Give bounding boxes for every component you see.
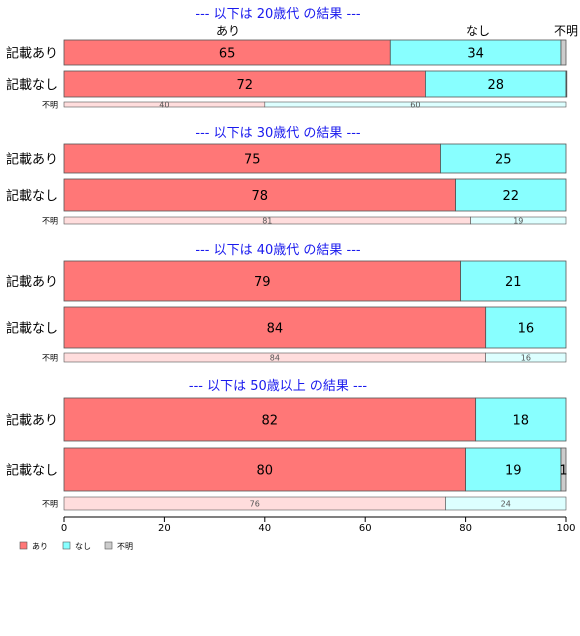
data-label: 16 [521, 354, 531, 363]
group-title: --- 以下は 50歳以上 の結果 --- [189, 379, 368, 394]
data-label: 82 [262, 414, 279, 429]
data-label: 79 [254, 275, 271, 290]
bar-segment-ari [63, 447, 467, 492]
bar-segment-nashi [485, 352, 567, 363]
data-label: 76 [250, 500, 260, 509]
data-label: 81 [262, 217, 272, 226]
x-tick-label: 100 [556, 523, 575, 534]
bar-segment-nashi [389, 39, 562, 66]
x-tick-label: 80 [459, 523, 472, 534]
bar-segment-nashi [485, 306, 567, 349]
group-title: --- 以下は 40歳代 の結果 --- [195, 243, 361, 258]
bar-segment-nashi [264, 101, 567, 108]
bar-segment-nashi [470, 216, 567, 225]
data-label: 24 [501, 500, 511, 509]
header-label-ari: あり [216, 24, 240, 38]
legend-label: 不明 [117, 542, 133, 551]
bar-segment-ari [63, 143, 441, 174]
group-title: --- 以下は 20歳代 の結果 --- [195, 7, 361, 22]
bar-segment-nashi [465, 447, 562, 492]
bar-segment-ari [63, 39, 391, 66]
bar-segment-nashi [445, 496, 567, 511]
row-label: 記載あり [6, 413, 58, 429]
bar-segment-ari [63, 70, 426, 98]
data-label: 19 [505, 464, 522, 479]
row-label: 不明 [42, 500, 58, 509]
data-label: 22 [503, 189, 520, 204]
row-label: 記載なし [6, 321, 58, 337]
bar-segment-ari [63, 397, 477, 442]
data-label: 84 [267, 322, 284, 337]
x-tick-label: 60 [359, 523, 372, 534]
group-title: --- 以下は 30歳代 の結果 --- [195, 126, 361, 141]
x-tick-label: 40 [258, 523, 271, 534]
bar-segment-nashi [475, 397, 567, 442]
data-label: 25 [495, 153, 512, 168]
row-label: 不明 [42, 101, 58, 110]
data-label: 19 [513, 217, 523, 226]
data-label: 84 [270, 354, 280, 363]
row-label: 記載なし [6, 188, 58, 204]
bar-segment-nashi [455, 178, 567, 212]
data-label: 60 [410, 101, 420, 110]
row-label: 記載あり [6, 274, 58, 290]
bar-segment-nashi [460, 260, 567, 302]
legend-swatch [19, 541, 28, 550]
row-label: 不明 [42, 354, 58, 363]
bar-segment-ari [63, 306, 487, 349]
legend-swatch [104, 541, 113, 550]
data-label: 65 [219, 47, 236, 62]
bar-segment-fumei [560, 39, 567, 66]
header-label-fumei: 不明 [554, 24, 578, 38]
data-label: 78 [252, 189, 269, 204]
data-label: 75 [244, 153, 261, 168]
row-label: 記載あり [6, 152, 58, 168]
x-tick-label: 20 [158, 523, 171, 534]
data-label: 16 [518, 322, 535, 337]
legend-swatch [62, 541, 71, 550]
row-label: 記載なし [6, 463, 58, 479]
row-label: 記載あり [6, 46, 58, 62]
bar-segment-fumei [560, 447, 567, 492]
data-label: 18 [513, 414, 530, 429]
data-label: 1 [559, 464, 567, 479]
header-label-nashi: なし [466, 24, 490, 38]
data-label: 28 [487, 78, 504, 93]
data-label: 21 [505, 275, 522, 290]
x-tick-label: 0 [61, 523, 67, 534]
data-label: 80 [257, 464, 274, 479]
legend-label: なし [75, 542, 91, 551]
bar-segment-ari [63, 178, 456, 212]
row-label: 不明 [42, 217, 58, 226]
bar-segment-nashi [440, 143, 567, 174]
data-label: 72 [236, 78, 253, 93]
bar-segment-fumei [565, 70, 568, 98]
data-label: 40 [159, 101, 169, 110]
row-label: 記載なし [6, 77, 58, 93]
legend-label: あり [32, 542, 48, 551]
data-label: 34 [467, 47, 484, 62]
